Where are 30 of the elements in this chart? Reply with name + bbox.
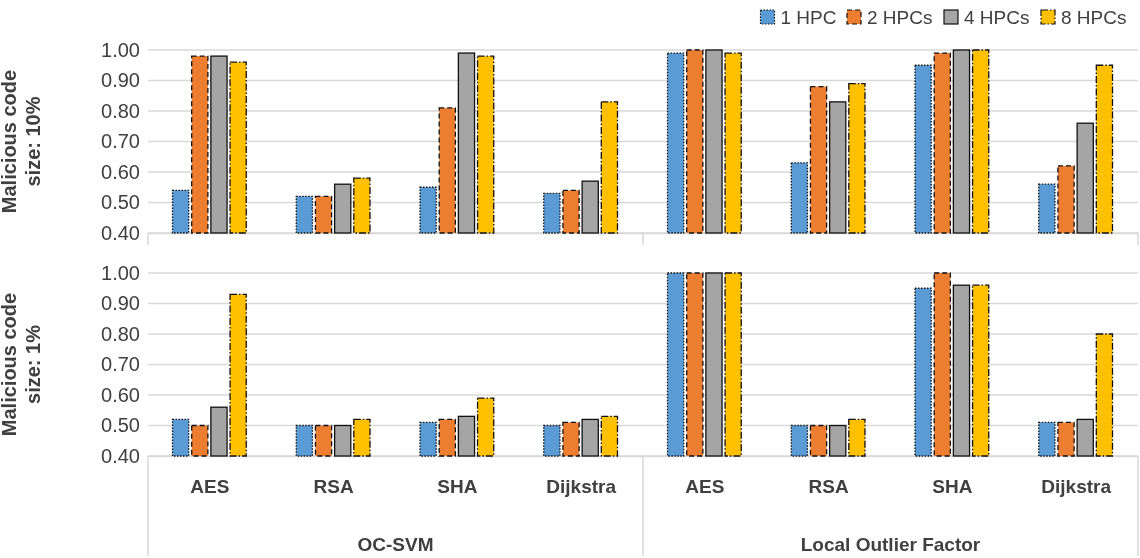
y-tick-label: 0.50 — [101, 191, 140, 214]
y-tick-label: 0.90 — [101, 69, 140, 92]
legend-label: 2 HPCs — [867, 7, 933, 28]
y-tick-label: 1.00 — [101, 38, 140, 61]
y-tick-label: 0.90 — [101, 292, 140, 315]
legend-label: 4 HPCs — [964, 7, 1030, 28]
text: OC-SVM — [357, 534, 434, 555]
y-tick-label: 0.60 — [101, 383, 140, 406]
x-tick-label: Dijkstra — [1041, 476, 1112, 498]
y-axis-title: Malicious code size: 10% — [0, 69, 44, 214]
y-tick-label: 1.00 — [101, 261, 140, 284]
y-tick-label: 0.70 — [101, 130, 140, 153]
y-tick-label: 0.80 — [101, 322, 140, 345]
y-tick-label: 0.60 — [101, 160, 140, 183]
text: Local Outlier Factor — [800, 534, 981, 555]
x-tick-label: SHA — [932, 476, 973, 498]
y-tick-label: 0.50 — [101, 414, 140, 437]
x-tick-label: AES — [190, 476, 230, 498]
legend-label: 8 HPCs — [1061, 7, 1127, 28]
y-tick-label: 0.70 — [101, 353, 140, 376]
y-tick-label: 0.40 — [101, 444, 140, 467]
x-tick-label: SHA — [437, 476, 478, 498]
x-tick-label: RSA — [808, 476, 849, 498]
y-tick-label: 0.80 — [101, 99, 140, 122]
x-tick-label: RSA — [313, 476, 354, 498]
legend-label: 1 HPC — [780, 7, 837, 28]
x-tick-label: Dijkstra — [546, 476, 617, 498]
y-tick-label: 0.40 — [101, 221, 140, 244]
x-tick-label: AES — [685, 476, 725, 498]
y-axis-title: Malicious code size: 1% — [0, 292, 44, 437]
